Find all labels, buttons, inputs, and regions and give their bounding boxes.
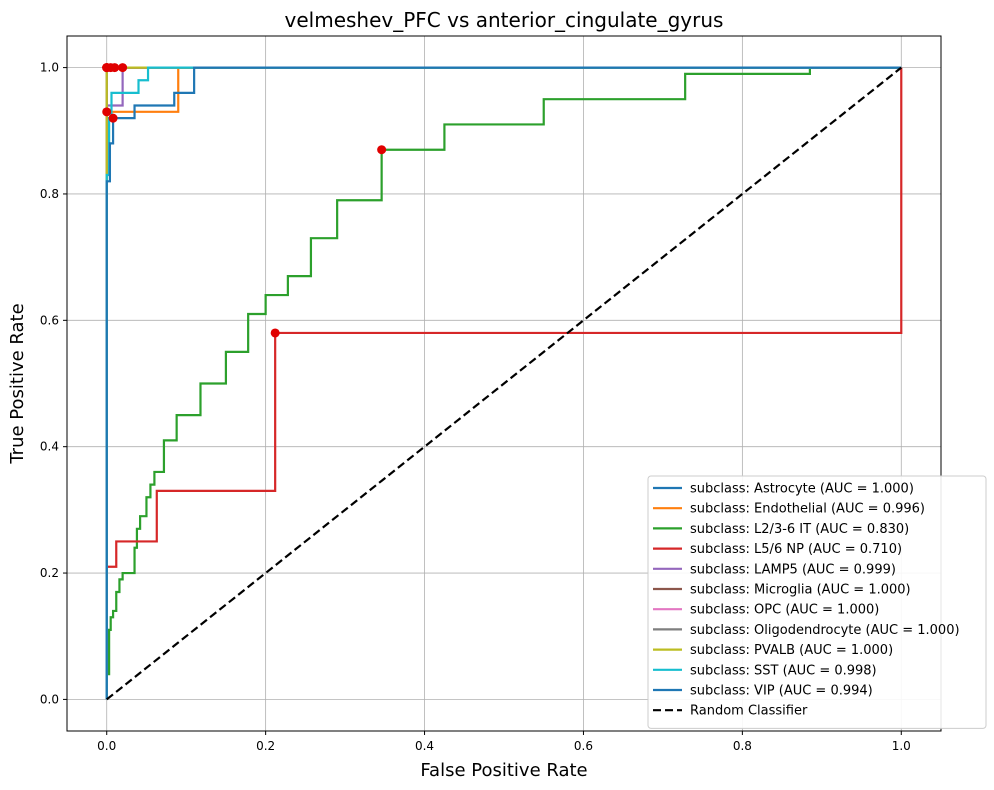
- legend-entry: subclass: OPC (AUC = 1.000): [690, 603, 879, 618]
- y-tick-label: 0.8: [40, 187, 59, 201]
- x-axis-label: False Positive Rate: [420, 760, 587, 781]
- legend-entry: subclass: Astrocyte (AUC = 1.000): [690, 482, 914, 497]
- threshold-point-subclass-l2-3-6-it: [377, 145, 387, 155]
- x-tick-label: 0.8: [733, 739, 752, 753]
- threshold-point-subclass-pvalb: [118, 63, 128, 73]
- threshold-point-subclass-vip: [108, 113, 118, 123]
- legend-entry: subclass: Endothelial (AUC = 0.996): [690, 502, 925, 517]
- plot-frame: [66, 35, 942, 732]
- threshold-point-subclass-l5-6-np: [270, 328, 280, 338]
- axis-ticks: 0.0 0.2 0.4 0.6 0.8 1.0 0.0 0.2 0.4 0.6 0.8 1.0: [40, 61, 911, 753]
- y-tick-label: 0.2: [40, 566, 59, 580]
- y-axis-label: True Positive Rate: [7, 303, 28, 464]
- x-tick-label: 0.2: [256, 739, 275, 753]
- marker-layer: [102, 63, 387, 338]
- threshold-point-subclass-oligodendrocyte: [110, 63, 120, 73]
- legend-entry: subclass: VIP (AUC = 0.994): [690, 684, 873, 699]
- series-line-subclass-vip: [105, 66, 902, 700]
- legend-entry: subclass: PVALB (AUC = 1.000): [690, 643, 893, 658]
- y-tick-label: 0.0: [40, 692, 59, 706]
- series-line-subclass-l5-6-np: [105, 67, 903, 700]
- legend-entry: subclass: Microglia (AUC = 1.000): [690, 583, 911, 598]
- legend-box: [647, 475, 987, 729]
- x-tick-label: 1.0: [892, 739, 911, 753]
- legend-entry: subclass: LAMP5 (AUC = 0.999): [690, 562, 896, 577]
- x-tick-label: 0.6: [574, 739, 593, 753]
- legend-entry: Random Classifier: [690, 704, 808, 719]
- x-tick-label: 0.0: [97, 739, 116, 753]
- chart-title: velmeshev_PFC vs anterior_cingulate_gyru…: [285, 8, 724, 32]
- x-tick-label: 0.4: [415, 739, 434, 753]
- legend: subclass: Astrocyte (AUC = 1.000) subclas…: [647, 475, 987, 729]
- legend-entry: subclass: Oligodendrocyte (AUC = 1.000): [690, 623, 960, 638]
- legend-entry: subclass: L5/6 NP (AUC = 0.710): [690, 542, 902, 557]
- threshold-point-subclass-sst: [102, 63, 112, 73]
- y-tick-label: 0.4: [40, 440, 59, 454]
- series-line-subclass-sst: [105, 66, 902, 700]
- legend-entry: subclass: SST (AUC = 0.998): [690, 663, 877, 678]
- threshold-point-subclass-endothelial: [102, 107, 112, 117]
- y-tick-label: 1.0: [40, 61, 59, 75]
- y-tick-label: 0.6: [40, 313, 59, 327]
- series-line-random-classifier: [106, 66, 902, 701]
- legend-entry: subclass: L2/3-6 IT (AUC = 0.830): [690, 522, 909, 537]
